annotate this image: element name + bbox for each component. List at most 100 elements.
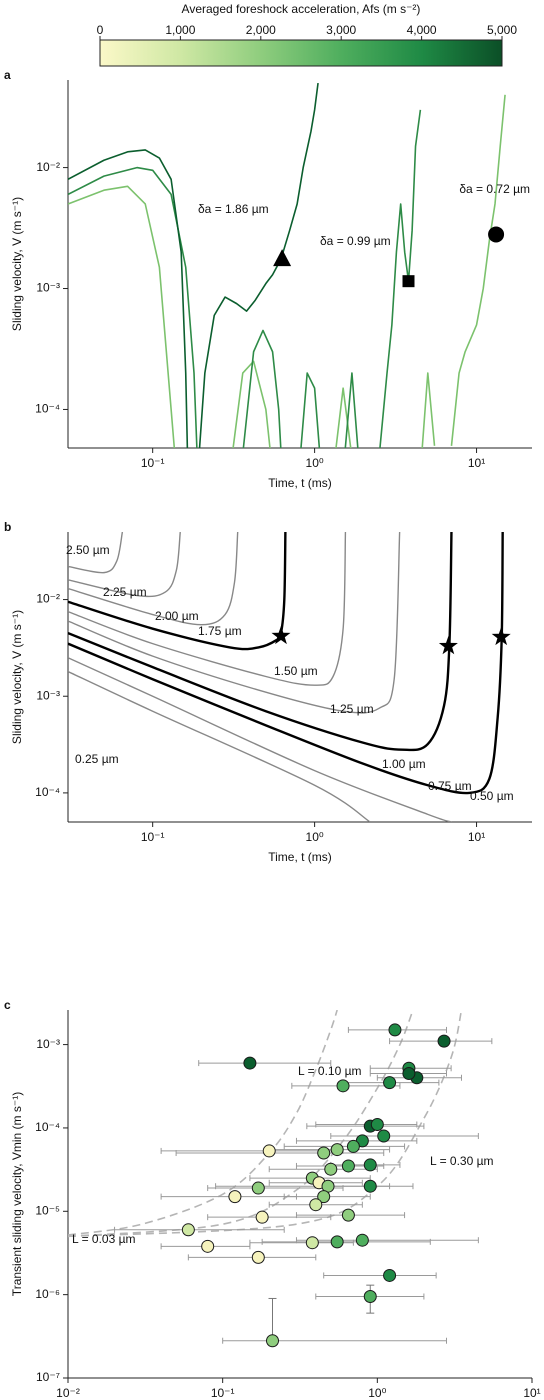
y-tick-label: 10⁻⁶ [35,1287,60,1301]
x-tick-label: 10¹ [468,830,485,844]
point [228,1190,242,1204]
colorbar-tick-label: 0 [97,23,104,37]
y-tick-label: 10⁻⁴ [35,785,60,799]
curve-label: L = 0.10 µm [298,1064,362,1078]
x-tick-label: 10⁰ [306,830,324,844]
series-label: 1.00 µm [382,757,426,771]
curve-label: L = 0.03 µm [72,1232,136,1246]
point [317,1146,331,1160]
series-label: 1.75 µm [198,624,242,638]
point [317,1190,331,1204]
y-tick-label: 10⁻² [36,160,60,174]
series-label: 2.00 µm [155,609,199,623]
x-tick-label: 10⁻¹ [141,830,165,844]
point [402,1066,416,1080]
y-tick-label: 10⁻⁴ [35,402,60,416]
point [336,1079,350,1093]
line [68,532,287,651]
line [198,82,319,448]
point [309,1198,323,1212]
point [377,1129,391,1143]
point [363,1179,377,1193]
series-label: δa = 0.99 µm [320,234,391,248]
panel-label: c [4,998,11,1012]
y-axis-label: Sliding velocity, V (m s⁻¹) [10,610,24,744]
point [363,1158,377,1172]
y-axis-label: Transient sliding velocity, Vmin (m s⁻¹) [10,1092,24,1296]
line [242,329,282,448]
line [68,149,189,448]
model-curve [68,1010,414,1238]
point [341,1208,355,1222]
point [255,1210,269,1224]
x-tick-label: 10¹ [523,1386,540,1400]
y-tick-label: 10⁻² [36,592,60,606]
panel-label: b [4,520,11,534]
point [251,1181,265,1195]
colorbar-title: Averaged foreshock acceleration, Afs (m … [182,2,421,16]
x-tick-label: 10⁻¹ [141,456,165,470]
marker [271,625,291,645]
x-tick-label: 10⁻¹ [211,1386,235,1400]
marker [491,627,511,646]
colorbar-tick-label: 5,000 [487,23,517,37]
x-tick-label: 10⁰ [306,456,324,470]
line [232,360,271,448]
line [300,372,321,448]
y-tick-label: 10⁻³ [36,1037,60,1051]
line [68,532,347,686]
point [346,1139,360,1153]
line [450,94,506,446]
colorbar-tick-label: 3,000 [326,23,356,37]
line [344,372,359,448]
marker [273,249,292,267]
line [68,166,198,448]
line [68,532,401,714]
point [262,1144,276,1158]
line [68,185,176,448]
y-tick-label: 10⁻³ [36,688,60,702]
series-label: 0.25 µm [75,752,119,766]
line [68,532,181,598]
series-label: 0.75 µm [428,779,472,793]
curve-label: L = 0.30 µm [430,1154,494,1168]
x-tick-label: 10⁰ [368,1386,386,1400]
colorbar-tick-label: 1,000 [165,23,195,37]
series-label: 0.50 µm [470,789,514,803]
y-tick-label: 10⁻⁷ [36,1370,60,1384]
line [379,109,422,448]
point [266,1334,280,1348]
model-curve [68,1010,338,1236]
line [68,532,239,626]
y-axis-label: Sliding velocity, V (m s⁻¹) [10,197,24,331]
point [355,1233,369,1247]
series-label: 1.50 µm [274,664,318,678]
y-tick-label: 10⁻⁴ [35,1120,60,1134]
series-label: 1.25 µm [330,702,374,716]
line [68,670,371,822]
point [383,1268,397,1282]
line [335,387,352,448]
colorbar [99,39,503,67]
marker [402,275,415,288]
point [305,1236,319,1250]
point [383,1076,397,1090]
point [341,1159,355,1173]
point [251,1250,265,1264]
x-tick-label: 10¹ [468,456,485,470]
series-label: δa = 1.86 µm [198,202,269,216]
point [324,1162,338,1176]
point [330,1235,344,1249]
y-tick-label: 10⁻³ [36,281,60,295]
panel-label: a [4,68,11,82]
x-axis-label: Time, t (ms) [268,850,332,864]
point [181,1223,195,1237]
colorbar-tick-label: 4,000 [407,23,437,37]
line [68,532,124,574]
model-curve [68,1010,463,1238]
series-label: 2.50 µm [66,543,110,557]
point [363,1290,377,1304]
line [68,532,453,752]
line [421,372,436,448]
